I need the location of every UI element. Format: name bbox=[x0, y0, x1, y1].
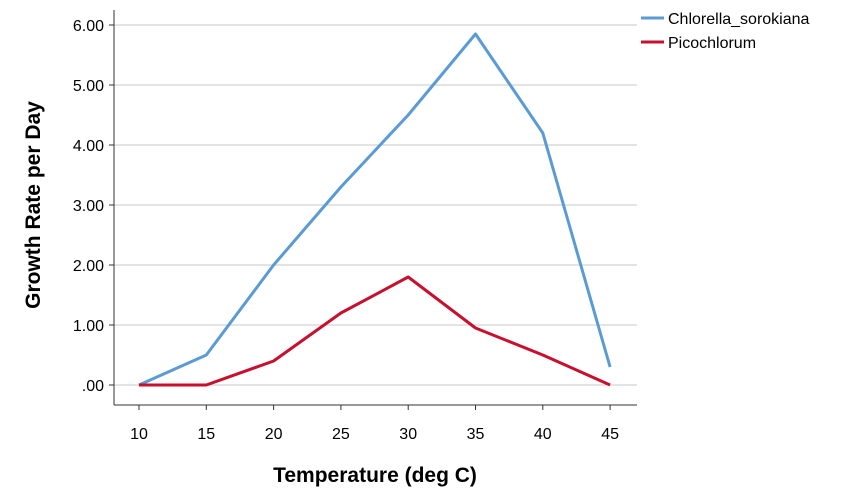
x-axis-ticks: 10 15 20 25 30 35 40 45 bbox=[130, 405, 619, 443]
legend-label: Chlorella_sorokiana bbox=[668, 11, 810, 28]
x-axis-title: Temperature (deg C) bbox=[273, 464, 477, 487]
x-tick-label: 25 bbox=[332, 426, 350, 443]
x-tick-label: 10 bbox=[130, 426, 148, 443]
y-axis-title: Growth Rate per Day bbox=[22, 101, 45, 309]
x-tick-label: 45 bbox=[601, 426, 619, 443]
legend-label: Picochlorum bbox=[668, 35, 756, 52]
legend: Chlorella_sorokiana Picochlorum bbox=[641, 11, 810, 52]
y-tick-label: 1.00 bbox=[73, 318, 104, 335]
x-tick-label: 30 bbox=[399, 426, 417, 443]
y-tick-label: 2.00 bbox=[73, 258, 104, 275]
series-lines bbox=[138, 32, 612, 387]
series-line-0 bbox=[138, 32, 612, 387]
y-tick-label: .00 bbox=[82, 378, 104, 395]
y-tick-label: 6.00 bbox=[73, 18, 104, 35]
y-axis-ticks: .00 1.00 2.00 3.00 4.00 5.00 6.00 bbox=[73, 18, 114, 395]
y-tick-label: 3.00 bbox=[73, 198, 104, 215]
axes bbox=[113, 10, 637, 406]
x-tick-label: 35 bbox=[467, 426, 485, 443]
y-tick-label: 4.00 bbox=[73, 138, 104, 155]
x-tick-label: 15 bbox=[197, 426, 215, 443]
x-tick-label: 40 bbox=[534, 426, 552, 443]
gridlines bbox=[114, 24, 637, 386]
y-tick-label: 5.00 bbox=[73, 78, 104, 95]
series-line-1 bbox=[139, 275, 611, 387]
x-tick-label: 20 bbox=[265, 426, 283, 443]
